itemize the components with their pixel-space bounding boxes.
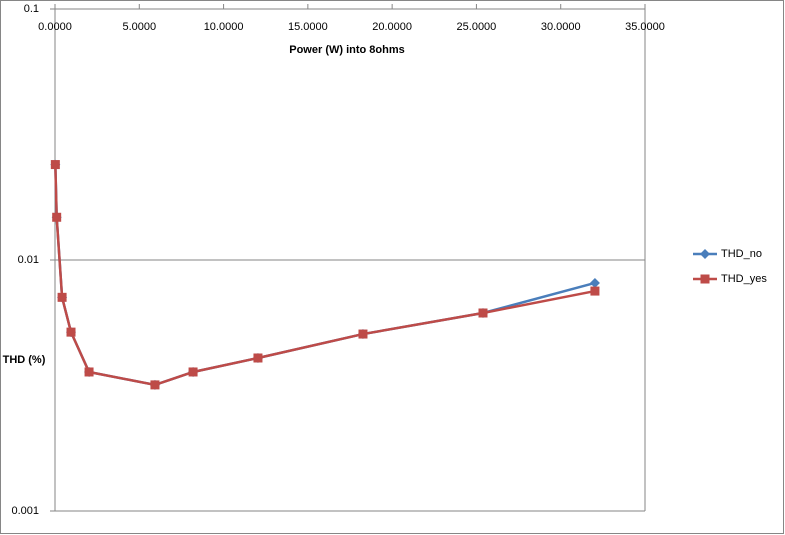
data-point xyxy=(358,329,368,339)
data-point xyxy=(50,160,60,170)
data-point xyxy=(57,292,67,302)
y-tick-label: 0.1 xyxy=(24,3,39,15)
legend-label: THD_no xyxy=(721,248,762,260)
legend-label: THD_yes xyxy=(721,273,767,285)
x-tick-label: 25.0000 xyxy=(457,21,497,33)
x-tick-label: 35.0000 xyxy=(625,21,665,33)
y-tick-label: 0.001 xyxy=(11,505,39,517)
data-point xyxy=(589,277,600,288)
legend-marker xyxy=(700,274,710,284)
legend-marker xyxy=(700,249,710,259)
x-tick-label: 10.0000 xyxy=(204,21,244,33)
data-point xyxy=(66,327,76,337)
x-tick-label: 15.0000 xyxy=(288,21,328,33)
x-tick-label: 0.0000 xyxy=(38,21,72,33)
data-point xyxy=(188,367,198,377)
data-point xyxy=(590,286,600,296)
y-axis-title: THD (%) xyxy=(3,354,46,366)
x-tick-label: 5.0000 xyxy=(122,21,156,33)
data-point xyxy=(478,308,488,318)
x-axis-title: Power (W) into 8ohms xyxy=(289,44,405,56)
data-point xyxy=(84,367,94,377)
data-point xyxy=(52,212,62,222)
data-point xyxy=(150,380,160,390)
data-point xyxy=(253,353,263,363)
x-tick-label: 20.0000 xyxy=(372,21,412,33)
x-tick-label: 30.0000 xyxy=(541,21,581,33)
y-tick-label: 0.01 xyxy=(18,254,39,266)
